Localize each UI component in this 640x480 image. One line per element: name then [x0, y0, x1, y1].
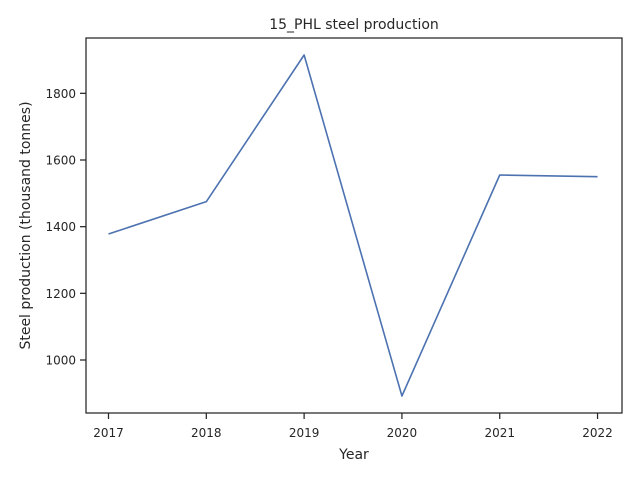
y-tick-label: 1600: [45, 154, 76, 168]
x-tick-label: 2021: [484, 426, 515, 440]
y-axis-label: Steel production (thousand tonnes): [18, 101, 34, 349]
x-tick-label: 2017: [93, 426, 124, 440]
y-tick-label: 1800: [45, 87, 76, 101]
x-tick-label: 2020: [387, 426, 418, 440]
x-tick-label: 2018: [191, 426, 222, 440]
x-axis-label: Year: [338, 447, 369, 463]
chart-title: 15_PHL steel production: [269, 17, 439, 33]
y-tick-label: 1000: [45, 354, 76, 368]
y-tick-label: 1200: [45, 287, 76, 301]
series-line: [108, 54, 598, 397]
x-axis-ticks: 2017 2018 2019 2020 2021 2022: [93, 413, 613, 440]
y-tick-label: 1400: [45, 220, 76, 234]
x-tick-label: 2022: [582, 426, 613, 440]
y-axis-ticks: 1000 1200 1400 1600 1800: [45, 87, 86, 368]
plot-frame: [85, 37, 623, 414]
x-tick-label: 2019: [289, 426, 320, 440]
